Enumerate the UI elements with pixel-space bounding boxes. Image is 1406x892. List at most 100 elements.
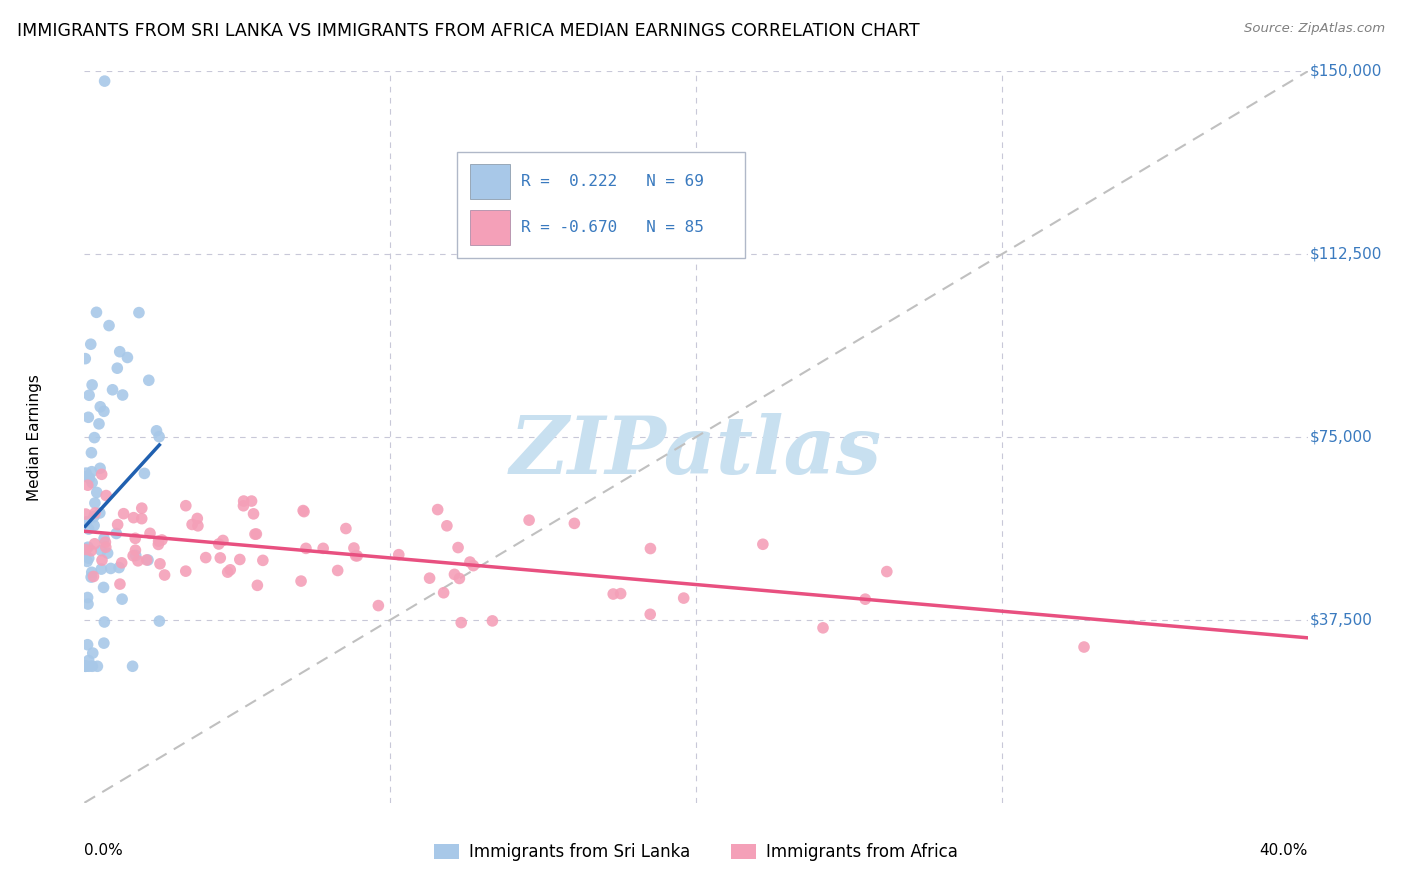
FancyBboxPatch shape [470,164,510,200]
Point [111,556,134,570]
Point [108,560,131,574]
Point [77,522,100,536]
Point [481,614,503,628]
Point [246,578,269,592]
Point [82,569,104,583]
Point [131,501,153,516]
Point [89,506,111,520]
Point [346,549,368,563]
Point [77,653,100,667]
Point [335,522,357,536]
Point [75,659,97,673]
Point [80,543,103,558]
Point [94,535,117,549]
Point [117,351,139,365]
Point [83,496,105,510]
FancyBboxPatch shape [470,210,510,244]
Point [87,417,110,431]
Point [853,592,876,607]
Point [83,431,105,445]
Point [80,337,103,351]
Point [208,537,231,551]
Point [609,586,631,600]
Point [367,599,389,613]
Point [100,561,122,575]
Point [93,532,115,546]
Point [517,513,540,527]
Point [93,581,115,595]
Point [77,551,100,566]
Point [447,541,470,555]
Point [640,541,662,556]
Point [83,518,105,533]
Point [194,550,217,565]
Point [150,533,173,547]
Point [75,515,97,529]
Point [77,540,100,554]
Point [107,517,129,532]
Point [90,562,112,576]
Point [145,424,167,438]
Point [79,471,101,485]
Point [75,659,97,673]
Point [135,553,157,567]
Point [89,461,111,475]
Point [122,549,145,563]
Point [458,555,481,569]
Text: $112,500: $112,500 [1310,247,1382,261]
Point [388,548,411,562]
Point [96,489,118,503]
Point [134,467,156,481]
Text: 0.0%: 0.0% [84,843,124,858]
Point [75,659,97,673]
Point [138,373,160,387]
Point [148,430,170,444]
Point [181,517,204,532]
Point [83,537,105,551]
Point [121,659,143,673]
Legend: Immigrants from Sri Lanka, Immigrants from Africa: Immigrants from Sri Lanka, Immigrants fr… [427,837,965,868]
Point [76,591,98,605]
Point [80,566,103,580]
Text: 40.0%: 40.0% [1260,843,1308,858]
Point [752,537,775,551]
Point [80,446,103,460]
Point [149,557,172,571]
Point [105,361,128,376]
Point [93,74,115,88]
Point [90,467,112,482]
Point [75,466,97,480]
Text: $150,000: $150,000 [1310,64,1382,78]
Point [86,305,108,319]
Point [98,318,121,333]
Point [77,659,100,673]
Point [292,505,315,519]
Point [124,543,146,558]
Point [450,615,472,630]
Point [426,502,449,516]
Text: IMMIGRANTS FROM SRI LANKA VS IMMIGRANTS FROM AFRICA MEDIAN EARNINGS CORRELATION : IMMIGRANTS FROM SRI LANKA VS IMMIGRANTS … [17,22,920,40]
Point [174,564,197,578]
Point [82,475,104,490]
Point [672,591,695,606]
Point [443,567,465,582]
Point [243,527,266,541]
Point [108,577,131,591]
Point [82,646,104,660]
Point [232,499,254,513]
Point [77,388,100,402]
Point [419,571,441,585]
Point [240,494,263,508]
Point [76,554,98,568]
Point [876,565,898,579]
Point [186,511,208,525]
Text: R = -0.670   N = 85: R = -0.670 N = 85 [522,219,704,235]
Point [463,558,485,573]
Point [219,563,242,577]
Point [153,568,176,582]
Point [75,541,97,556]
Point [229,552,252,566]
Point [212,533,235,548]
Point [292,503,315,517]
Point [94,540,117,554]
